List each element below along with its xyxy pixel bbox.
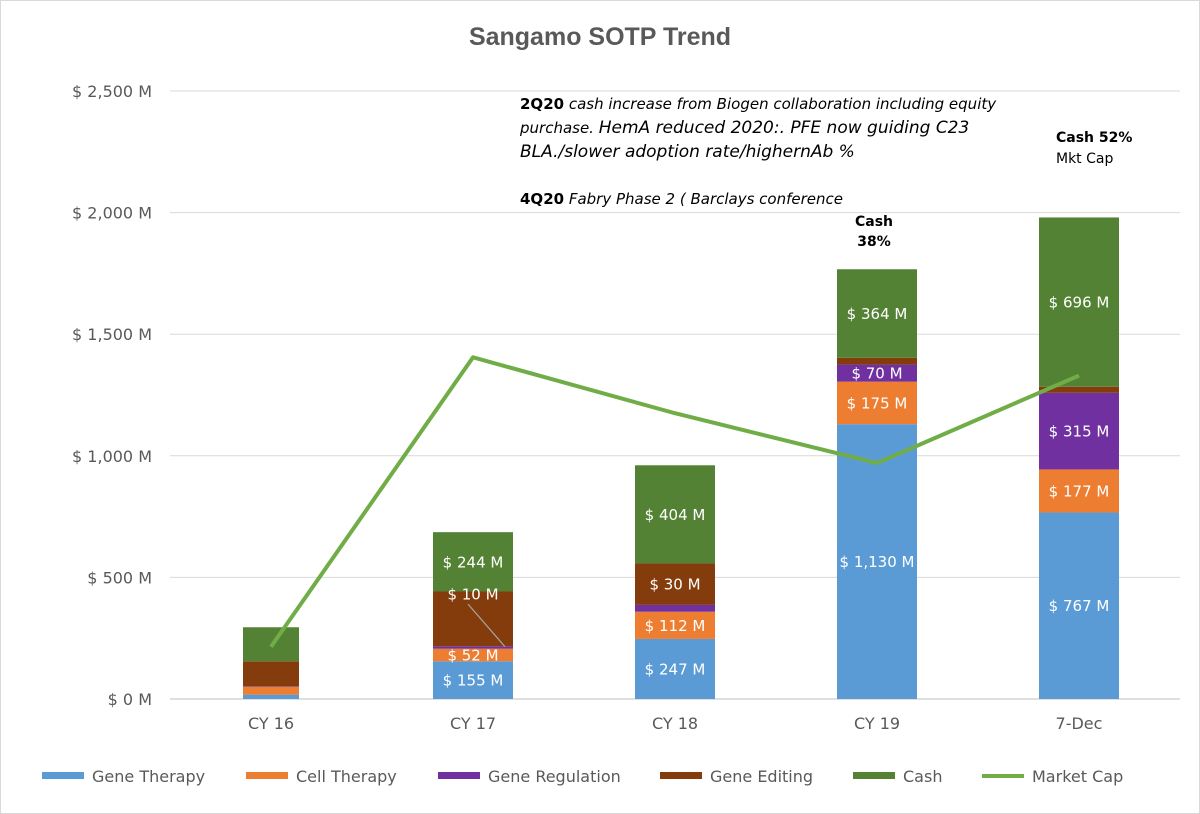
market-cap-line bbox=[269, 355, 1080, 648]
data-label: $ 52 M bbox=[447, 646, 498, 664]
bar-segment bbox=[635, 604, 715, 612]
legend-label: Market Cap bbox=[1032, 767, 1123, 786]
legend-swatch bbox=[246, 772, 288, 779]
bar-segment bbox=[635, 465, 715, 564]
x-tick-label: 7-Dec bbox=[1056, 714, 1103, 733]
y-tick-label: $ 1,000 M bbox=[72, 447, 152, 466]
legend-label: Cash bbox=[903, 767, 942, 786]
annotation-cash-52-line2: Mkt Cap bbox=[1056, 151, 1114, 167]
data-label: $ 175 M bbox=[847, 394, 908, 412]
y-tick-label: $ 0 M bbox=[108, 690, 152, 709]
data-label: $ 767 M bbox=[1049, 597, 1110, 615]
chart-title: Sangamo SOTP Trend bbox=[469, 23, 731, 51]
bar-segment bbox=[433, 661, 513, 699]
annotation-2q20-head: 2Q20 bbox=[520, 95, 565, 113]
x-tick-label: CY 18 bbox=[652, 714, 698, 733]
annotation-cash-52-line1: Cash 52% bbox=[1056, 130, 1133, 146]
annotation-2q20: 2Q20 cash increase from Biogen collabora… bbox=[520, 92, 1030, 164]
legend-swatch bbox=[660, 772, 702, 779]
bar-segment bbox=[1039, 386, 1119, 393]
data-label: $ 247 M bbox=[645, 660, 706, 678]
bar-segment bbox=[243, 661, 299, 687]
legend-label: Gene Regulation bbox=[488, 767, 621, 786]
bar-segment bbox=[433, 532, 513, 592]
y-tick-label: $ 2,000 M bbox=[72, 204, 152, 223]
y-tick-label: $ 1,500 M bbox=[72, 325, 152, 344]
annotation-cash-38-line2: 38% bbox=[857, 234, 891, 250]
bar-segment bbox=[243, 686, 299, 695]
data-label: $ 404 M bbox=[645, 506, 706, 524]
y-tick-label: $ 500 M bbox=[87, 568, 152, 587]
annotation-cash-38-line1: Cash bbox=[854, 214, 894, 230]
y-tick-label: $ 2,500 M bbox=[72, 82, 152, 101]
annotation-4q20-text: Fabry Phase 2 ( Barclays conference bbox=[564, 190, 844, 208]
bar-segment bbox=[837, 357, 917, 365]
bar-segment bbox=[1039, 512, 1119, 699]
legend-swatch bbox=[853, 772, 895, 779]
bar-segment bbox=[1039, 217, 1119, 387]
data-label: $ 30 M bbox=[649, 576, 700, 594]
annotation-cash-52: Cash 52% Mkt Cap bbox=[1056, 128, 1132, 170]
annotation-4q20: 4Q20 Fabry Phase 2 ( Barclays conference bbox=[520, 190, 843, 208]
legend-swatch bbox=[42, 772, 84, 779]
bar-segment bbox=[1039, 392, 1119, 470]
data-label: $ 112 M bbox=[645, 617, 706, 635]
bar-segment bbox=[635, 638, 715, 699]
bar-segment bbox=[837, 269, 917, 358]
x-tick-label: CY 16 bbox=[248, 714, 294, 733]
data-label: $ 155 M bbox=[443, 672, 504, 690]
legend-swatch bbox=[438, 772, 480, 779]
bar-segment bbox=[837, 424, 917, 699]
data-label: $ 70 M bbox=[851, 365, 902, 383]
legend-label: Cell Therapy bbox=[296, 767, 397, 786]
data-label: $ 244 M bbox=[443, 553, 504, 571]
x-tick-label: CY 19 bbox=[854, 714, 900, 733]
data-label: $ 696 M bbox=[1049, 294, 1110, 312]
legend-label: Gene Therapy bbox=[92, 767, 205, 786]
annotation-cash-38: Cash 38% bbox=[852, 212, 896, 252]
data-label: $ 364 M bbox=[847, 305, 908, 323]
legend-label: Gene Editing bbox=[710, 767, 813, 786]
bar-segment bbox=[433, 591, 513, 647]
data-label: $ 177 M bbox=[1049, 482, 1110, 500]
bar-segment bbox=[433, 648, 513, 662]
annotation-2q20-text1: cash increase from Biogen collaboration … bbox=[520, 95, 997, 137]
bar-segment bbox=[243, 694, 299, 699]
data-label: $ 10 M bbox=[447, 585, 498, 603]
bar-segment bbox=[837, 364, 917, 382]
annotation-2q20-text2: HemA reduced 2020:. PFE now guiding C23 … bbox=[520, 118, 970, 162]
bar-segment bbox=[635, 611, 715, 639]
bar-segment bbox=[433, 646, 513, 649]
data-label: $ 315 M bbox=[1049, 423, 1110, 441]
annotation-4q20-head: 4Q20 bbox=[520, 190, 565, 208]
bar-segment bbox=[635, 563, 715, 605]
leader-line bbox=[467, 603, 506, 648]
bar-segment bbox=[1039, 469, 1119, 513]
data-label: $ 1,130 M bbox=[840, 553, 915, 571]
x-tick-label: CY 17 bbox=[450, 714, 496, 733]
bar-segment bbox=[837, 381, 917, 425]
